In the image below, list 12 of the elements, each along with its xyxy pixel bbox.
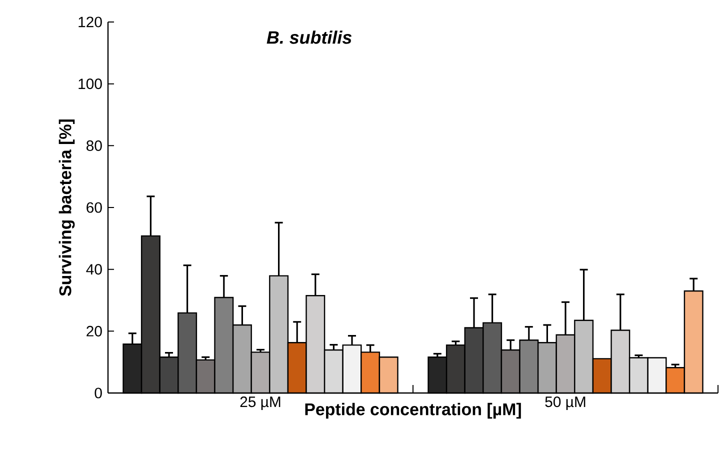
x-tick-label: 25 µM xyxy=(240,396,280,410)
y-axis-title: Surviving bacteria [%] xyxy=(58,120,75,296)
x-axis-title: Peptide concentration [µM] xyxy=(305,402,521,419)
y-tick-label: 80 xyxy=(86,140,102,151)
y-tick-label: 20 xyxy=(86,326,102,336)
chart-title: B. subtilis xyxy=(266,30,352,44)
y-tick-label: 0 xyxy=(94,388,102,398)
y-tick-label: 120 xyxy=(78,16,102,28)
x-tick-label: 50 µM xyxy=(545,396,586,410)
y-tick-label: 40 xyxy=(86,264,102,275)
y-tick-label: 100 xyxy=(78,78,102,90)
y-tick-label: 60 xyxy=(86,202,102,213)
